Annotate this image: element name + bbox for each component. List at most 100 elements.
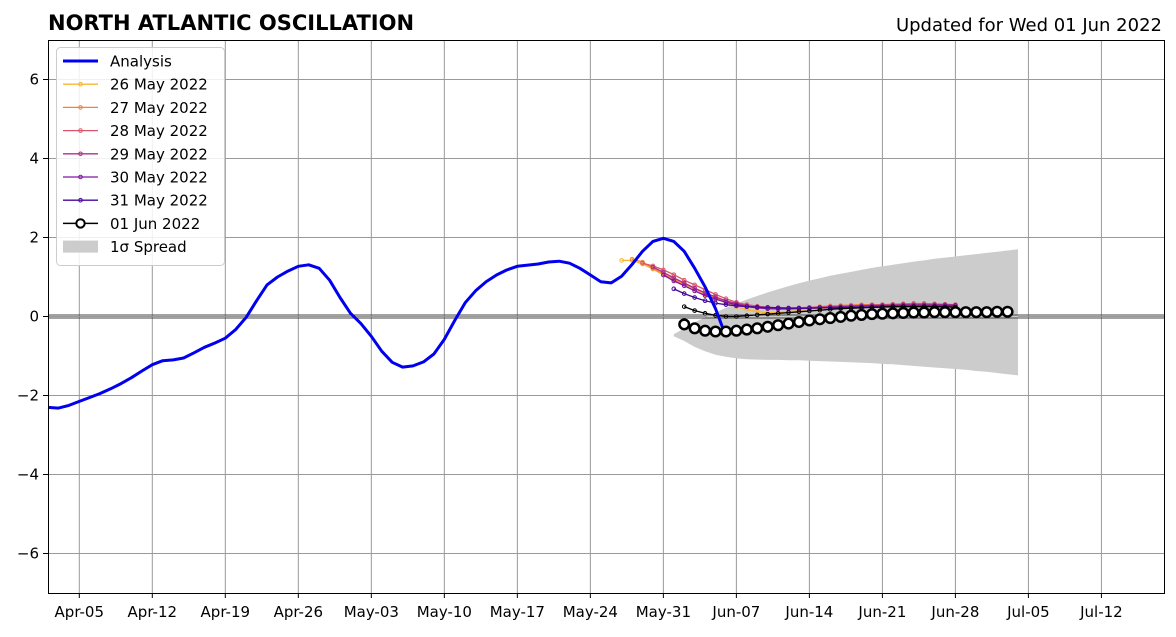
x-tick-label: Jul-05: [1006, 603, 1050, 621]
legend-swatch-marker: [78, 174, 83, 180]
forecast-point: [734, 314, 739, 319]
legend-label: 29 May 2022: [110, 145, 208, 163]
y-tick-label: −2: [17, 387, 39, 405]
legend-label: 01 Jun 2022: [110, 215, 200, 233]
forecast-point: [661, 269, 666, 275]
x-tick-label: May-24: [563, 603, 618, 621]
forecast-point: [681, 283, 687, 288]
forecast-point: [827, 307, 833, 312]
forecast-point: [807, 308, 812, 314]
forecast-point: [640, 260, 645, 266]
forecast-point: [671, 286, 677, 292]
forecast-point: [681, 304, 687, 309]
latest-forecast-layer: [678, 305, 1014, 338]
forecast-point: [661, 272, 666, 278]
legend-swatch-marker: [78, 151, 83, 157]
y-tick-label: 0: [29, 308, 39, 326]
y-tick-label: −4: [17, 466, 39, 484]
x-tick-label: Jul-12: [1079, 603, 1123, 621]
forecast-point: [786, 310, 791, 315]
x-tick-label: Jun-21: [857, 603, 906, 621]
latest-forecast-point: [688, 322, 701, 335]
forecast-series-layer: [619, 256, 958, 319]
x-tick-label: May-03: [344, 603, 399, 621]
latest-forecast-point: [772, 319, 785, 332]
latest-forecast-point: [813, 313, 826, 326]
forecast-point: [807, 305, 812, 311]
forecast-point: [702, 298, 708, 304]
legend-swatch-marker: [75, 218, 86, 229]
latest-forecast-point: [876, 307, 889, 320]
latest-forecast-point: [845, 309, 858, 322]
forecast-point: [744, 313, 750, 319]
x-tick-label: Jun-07: [711, 603, 760, 621]
latest-forecast-point: [792, 315, 806, 329]
forecast-point: [692, 288, 697, 294]
latest-forecast-point: [1001, 305, 1014, 318]
legend: Analysis 26 May 2022 27 May 2022 28 May 202…: [56, 47, 225, 266]
x-tick-label: Jun-14: [784, 603, 833, 621]
latest-forecast-point: [907, 306, 920, 319]
y-tick-label: 6: [29, 71, 39, 89]
legend-swatch-marker: [78, 197, 83, 203]
latest-forecast-point: [928, 306, 941, 319]
legend-swatch-marker: [78, 81, 83, 87]
y-axis-ticks: 6 4 2 0 −2 −4 −6: [17, 71, 48, 563]
x-tick-label: Apr-19: [201, 603, 251, 621]
x-tick-label: May-10: [417, 603, 472, 621]
spread-band-layer: [673, 249, 1018, 376]
legend-label: 31 May 2022: [110, 192, 208, 210]
forecast-point: [754, 312, 760, 318]
legend-swatch-marker: [78, 105, 83, 110]
forecast-point: [702, 311, 708, 316]
forecast-point: [744, 304, 750, 309]
forecast-point: [754, 304, 760, 310]
latest-forecast-point: [751, 322, 764, 335]
x-tick-label: May-17: [490, 603, 545, 621]
x-tick-label: Jun-28: [930, 603, 979, 621]
legend-label: 1σ Spread: [110, 238, 187, 256]
legend-swatch-marker: [78, 128, 83, 133]
y-tick-label: 2: [29, 229, 39, 247]
latest-forecast-point: [918, 306, 931, 319]
latest-forecast-point: [709, 325, 722, 338]
forecast-point: [786, 305, 791, 311]
analysis-line: [47, 236, 728, 410]
x-tick-label: Apr-26: [274, 603, 324, 621]
latest-forecast-point: [834, 310, 847, 323]
forecast-point: [723, 314, 729, 319]
latest-forecast-point: [970, 306, 983, 319]
analysis-series-layer: [47, 236, 728, 410]
forecast-point: [765, 305, 770, 310]
forecast-point: [775, 311, 781, 316]
latest-forecast-point: [959, 306, 972, 319]
forecast-point: [765, 311, 770, 317]
legend-box: [56, 47, 225, 266]
legend-label: 30 May 2022: [110, 169, 208, 187]
latest-forecast-point: [782, 317, 795, 330]
latest-forecast-point: [678, 318, 691, 331]
latest-forecast-point: [938, 306, 952, 319]
forecast-point: [702, 293, 708, 298]
forecast-line: [683, 305, 956, 318]
chart-title: NORTH ATLANTIC OSCILLATION: [48, 11, 414, 35]
chart-subtitle: Updated for Wed 01 Jun 2022: [896, 15, 1162, 36]
latest-forecast-point: [886, 307, 899, 320]
x-tick-label: Apr-05: [55, 603, 105, 621]
legend-label: Analysis: [110, 53, 172, 71]
forecast-point: [838, 306, 843, 311]
forecast-point: [692, 295, 697, 300]
y-tick-label: −6: [17, 545, 39, 563]
forecast-point: [796, 309, 802, 315]
latest-forecast-point: [824, 312, 837, 325]
latest-forecast-point: [803, 314, 816, 327]
legend-label: 26 May 2022: [110, 76, 208, 94]
legend-swatch-patch: [63, 240, 98, 253]
latest-forecast-point: [719, 325, 732, 338]
latest-forecast-point: [949, 306, 962, 319]
forecast-point: [692, 308, 697, 313]
forecast-point: [775, 305, 781, 311]
legend-label: 28 May 2022: [110, 122, 208, 140]
